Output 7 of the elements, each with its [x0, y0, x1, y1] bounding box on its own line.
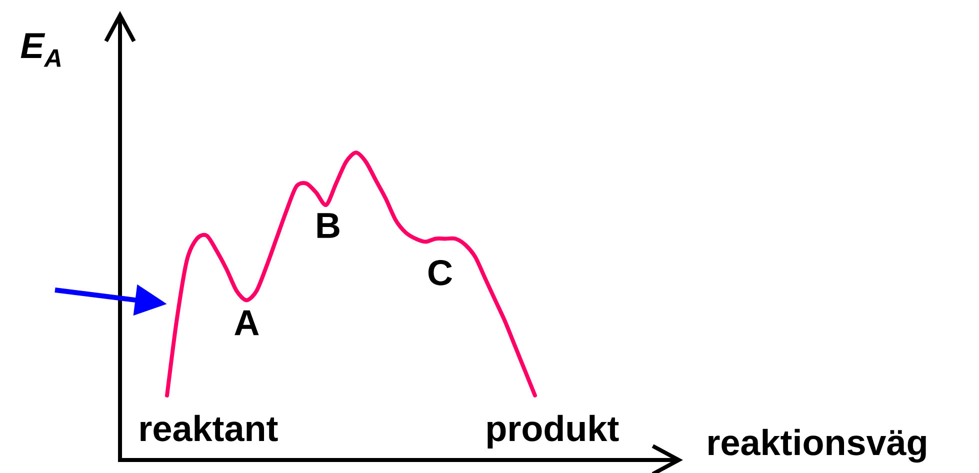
annotation: reaktant	[140, 414, 278, 442]
annotation: C	[428, 260, 452, 286]
annotation: A	[234, 310, 259, 336]
annotation: B	[317, 213, 340, 238]
y-axis-title: E$_{A}$	[20, 33, 61, 67]
x-axis-title: reaktionsväg	[708, 428, 926, 463]
annotation: produkt	[488, 414, 619, 448]
